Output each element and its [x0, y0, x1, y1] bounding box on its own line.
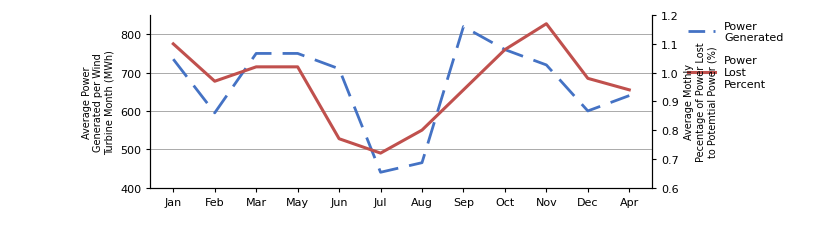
Y-axis label: Average Power
Generated per Wind
Turbine Month (MWh): Average Power Generated per Wind Turbine…: [82, 50, 115, 154]
Legend: Power
Generated, Power
Lost
Percent: Power Generated, Power Lost Percent: [684, 18, 787, 93]
Y-axis label: Average Mothly
Pecentage of Power Lost
to Potemtial Power (%): Average Mothly Pecentage of Power Lost t…: [685, 42, 717, 161]
